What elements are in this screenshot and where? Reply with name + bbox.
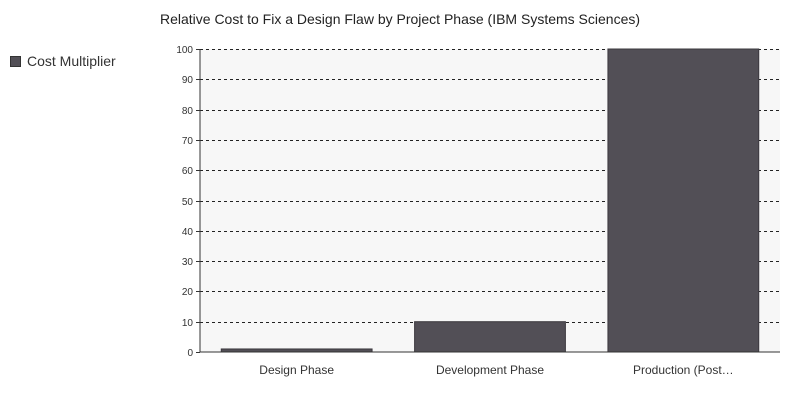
- x-tick-label: Design Phase: [259, 363, 334, 377]
- bar: [607, 48, 760, 353]
- y-tick-label: 30: [182, 257, 194, 268]
- y-tick-label: 10: [182, 318, 194, 329]
- y-tick-label: 40: [182, 227, 194, 238]
- chart-title: Relative Cost to Fix a Design Flaw by Pr…: [159, 11, 641, 27]
- legend-label: Cost Multiplier: [27, 53, 116, 69]
- bars: [220, 48, 760, 353]
- x-tick-label: Production (Post…: [633, 363, 734, 377]
- y-axis: 0 10 20 30 40 50 60 70 80 90 100: [176, 45, 200, 359]
- legend-swatch: [10, 55, 21, 67]
- y-tick-label: 80: [182, 106, 194, 117]
- y-tick-label: 90: [182, 75, 194, 86]
- legend: Cost Multiplier: [10, 53, 116, 69]
- x-axis: Design Phase Development Phase Production …: [259, 363, 733, 377]
- y-tick-label: 20: [182, 287, 194, 298]
- y-tick-label: 50: [182, 197, 194, 208]
- y-tick-label: 100: [176, 45, 193, 56]
- bar: [414, 321, 566, 353]
- y-tick-label: 60: [182, 166, 194, 177]
- x-tick-label: Development Phase: [436, 363, 544, 377]
- y-tick-label: 0: [187, 348, 193, 359]
- y-tick-label: 70: [182, 136, 194, 147]
